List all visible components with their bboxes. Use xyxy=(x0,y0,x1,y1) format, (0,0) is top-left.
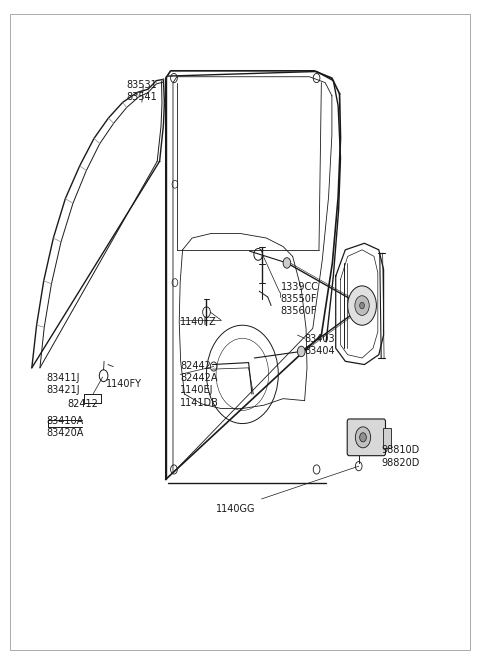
Text: 1339CC
83550F
83560F: 1339CC 83550F 83560F xyxy=(281,282,319,317)
Bar xyxy=(383,428,391,448)
Text: 98810D
98820D: 98810D 98820D xyxy=(381,445,420,468)
Circle shape xyxy=(355,427,371,448)
Circle shape xyxy=(283,258,291,268)
Circle shape xyxy=(360,302,364,309)
Text: 1140GG: 1140GG xyxy=(216,504,255,514)
Text: 1140FZ: 1140FZ xyxy=(180,317,217,327)
Text: 83531
83541: 83531 83541 xyxy=(127,80,157,102)
Text: 83410A
83420A: 83410A 83420A xyxy=(46,416,84,438)
Circle shape xyxy=(360,433,366,442)
Circle shape xyxy=(355,296,369,315)
Text: 1140FY: 1140FY xyxy=(106,379,142,389)
Circle shape xyxy=(348,286,376,325)
Circle shape xyxy=(298,346,305,357)
Text: 83411J
83421J: 83411J 83421J xyxy=(46,373,80,396)
FancyBboxPatch shape xyxy=(347,419,385,456)
Text: 82412: 82412 xyxy=(68,399,98,409)
Text: 83403
83404: 83403 83404 xyxy=(305,334,335,356)
Text: 82442
82442A
1140EJ
1141DB: 82442 82442A 1140EJ 1141DB xyxy=(180,361,219,408)
